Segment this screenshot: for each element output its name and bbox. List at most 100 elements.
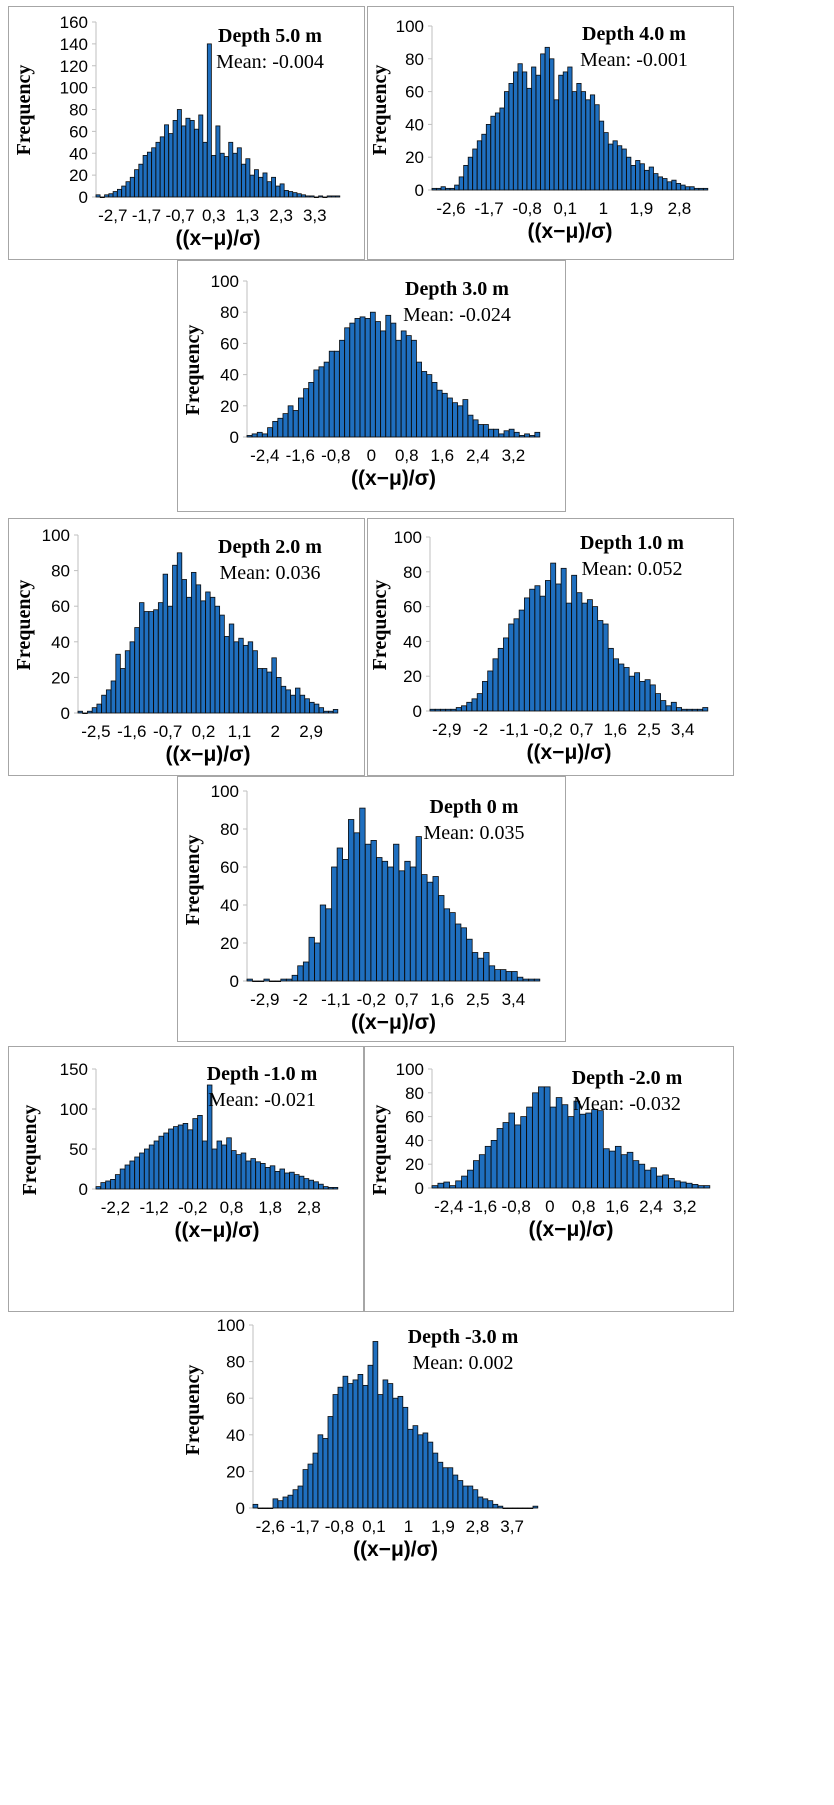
histogram-bar (129, 641, 135, 714)
histogram-bar (392, 1397, 399, 1509)
histogram-bar (322, 1438, 329, 1509)
x-axis-title: ((x−μ)/σ) (529, 1218, 614, 1241)
histogram-bar (287, 1494, 294, 1509)
x-tick-label: 2,3 (269, 206, 293, 225)
y-tick-label: 60 (403, 598, 422, 617)
histogram-bar (245, 1160, 252, 1190)
histogram-bar (280, 685, 287, 714)
histogram-bar (342, 1375, 349, 1509)
x-tick-label: -2,5 (81, 722, 110, 741)
histogram-bar (454, 184, 460, 191)
histogram-bar (534, 585, 541, 712)
histogram-bar (377, 1394, 384, 1509)
histogram-bar (524, 433, 530, 438)
histogram-bar (694, 187, 700, 191)
histogram-bar (262, 433, 268, 438)
histogram-bar (452, 402, 458, 438)
histogram-bar (502, 1507, 509, 1510)
histogram-bar (585, 99, 591, 191)
histogram-bar (332, 1187, 339, 1190)
histogram-bar (462, 399, 469, 438)
histogram-bar (476, 693, 483, 712)
histogram-chart: 0 50 100 150 -2,2 -1,2 -0,2 0,8 1,8 2,8 ((x−μ)/σ) F… (19, 1060, 339, 1242)
histogram-bar (481, 133, 487, 191)
histogram-bar (224, 156, 229, 198)
histogram-bar (124, 1164, 131, 1190)
histogram-bar (114, 1174, 121, 1190)
histogram-bar (644, 1169, 652, 1189)
histogram-bar (289, 1171, 295, 1190)
histogram-bar (271, 176, 276, 198)
histogram-bar (309, 195, 315, 198)
histogram-bar (202, 1140, 208, 1190)
histogram-bar (689, 186, 695, 191)
histogram-bar (121, 185, 127, 198)
histogram-bar (494, 112, 501, 191)
y-axis-title: Frequency (19, 1105, 41, 1196)
histogram-bar (297, 1485, 304, 1509)
histogram-bar (219, 614, 225, 714)
histogram-bar (526, 87, 532, 191)
x-axis-title: ((x−μ)/σ) (528, 220, 613, 243)
histogram-bar (471, 952, 479, 982)
histogram-bar (313, 369, 320, 438)
histogram-bar (271, 657, 277, 714)
histogram-bar (359, 807, 366, 982)
histogram-bar (224, 636, 230, 714)
histogram-bar (513, 71, 519, 191)
histogram-bar (703, 1185, 711, 1189)
histogram-bar (421, 371, 428, 438)
histogram-bar (437, 1182, 445, 1189)
histogram-bar (488, 965, 496, 982)
histogram-bar (304, 698, 310, 714)
histogram-bar (138, 163, 144, 198)
histogram-bar (467, 1485, 474, 1509)
histogram-bar (262, 1507, 269, 1510)
histogram-bar (301, 194, 306, 198)
x-tick-label: 3,3 (303, 206, 327, 225)
y-tick-label: 60 (69, 122, 88, 141)
histogram-bar (267, 1507, 274, 1510)
y-tick-label: 20 (405, 1155, 424, 1174)
histogram-bar (253, 169, 259, 198)
histogram-bar (440, 708, 446, 712)
x-tick-label: -1,7 (474, 199, 503, 218)
histogram-chart: 0 20 40 60 80 100 -2,6 -1,7 -0,8 0,1 1 1,9 2,8 ((x−μ)… (369, 17, 709, 243)
x-tick-label: -2 (473, 720, 488, 739)
histogram-bar (477, 957, 484, 982)
histogram-bar (497, 1505, 504, 1509)
histogram-bar (189, 120, 195, 198)
histogram-bar (323, 1186, 329, 1190)
histogram-bar (639, 163, 645, 191)
histogram-bar (487, 1500, 494, 1509)
y-axis-title: Frequency (13, 580, 35, 671)
histogram-bar (339, 339, 345, 438)
x-tick-label: 3,7 (500, 1517, 524, 1536)
histogram-bar (618, 663, 625, 712)
histogram-bar (319, 904, 327, 982)
histogram-bar (240, 1152, 247, 1190)
histogram-bar (155, 141, 161, 198)
histogram-bar (656, 1175, 663, 1189)
y-axis-title: Frequency (369, 580, 391, 671)
histogram-bar (662, 178, 668, 191)
histogram-bar (529, 588, 536, 712)
y-tick-label: 80 (51, 562, 70, 581)
histogram-bar (522, 978, 529, 982)
histogram-bar (323, 361, 330, 438)
y-axis-title: Frequency (13, 65, 35, 156)
histogram-bar (539, 595, 546, 712)
y-tick-label: 40 (220, 896, 239, 915)
chart-title: Depth -1.0 m (207, 1063, 318, 1085)
histogram-bar (129, 176, 135, 198)
histogram-bar (221, 1144, 227, 1190)
histogram-bar (187, 1129, 194, 1190)
histogram-bar (139, 602, 145, 714)
histogram-bar (517, 976, 524, 982)
histogram-bar (95, 194, 101, 198)
histogram-bar (353, 832, 360, 982)
y-tick-label: 0 (230, 972, 239, 991)
histogram-bar (400, 330, 407, 438)
histogram-bar (571, 574, 578, 712)
histogram-bar (151, 147, 157, 198)
